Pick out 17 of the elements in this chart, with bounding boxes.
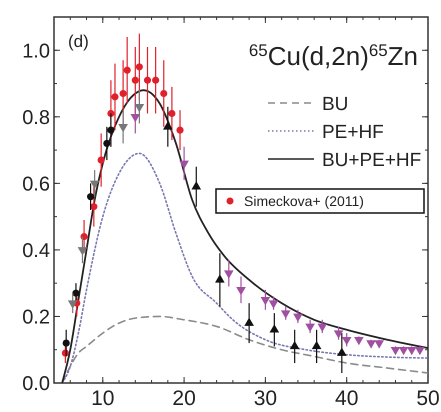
y-tick-label: 0.0 bbox=[22, 373, 50, 395]
legend-label: PE+HF bbox=[322, 122, 384, 143]
x-tick-label: 20 bbox=[172, 387, 196, 410]
y-tick-label: 0.2 bbox=[22, 306, 50, 328]
annotation: (d) bbox=[68, 32, 89, 51]
legend-label: BU bbox=[322, 94, 348, 115]
y-tick-label: 0.4 bbox=[22, 240, 50, 262]
y-tick-label: 1.0 bbox=[22, 40, 50, 62]
x-tick-label: 10 bbox=[91, 387, 114, 410]
y-tick-label: 0.8 bbox=[22, 106, 50, 129]
legend-label: BU+PE+HF bbox=[322, 150, 422, 171]
text: $^{65}$Cu(d,2n)$^{65}$Zn bbox=[248, 40, 418, 71]
x-tick-label: 30 bbox=[254, 387, 278, 410]
x-tick-label: 50 bbox=[416, 387, 440, 410]
legend-label: Simeckova+ (2011) bbox=[244, 193, 364, 209]
x-tick-label: 40 bbox=[335, 387, 358, 410]
y-tick-label: 0.6 bbox=[22, 173, 50, 196]
